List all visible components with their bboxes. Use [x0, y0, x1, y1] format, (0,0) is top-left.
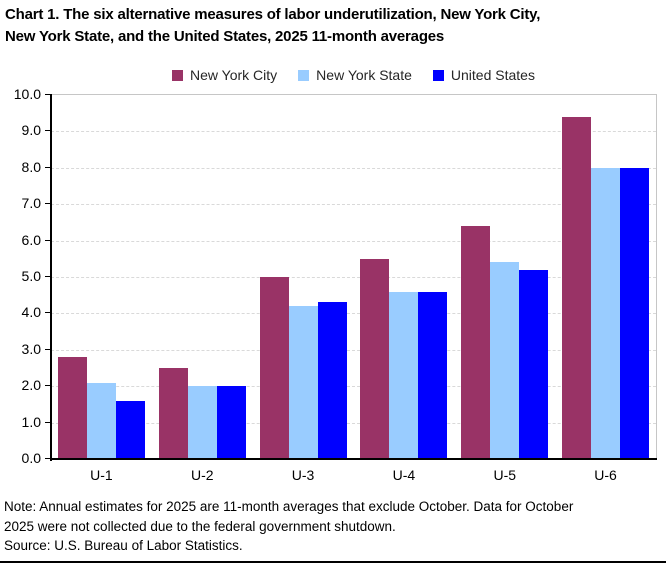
gridline-5	[51, 277, 656, 278]
bar-new-york-city-u-1	[57, 357, 87, 459]
x-label-u-6: U-6	[594, 467, 617, 483]
gridline-3	[51, 349, 656, 351]
legend-item-new-york-state: New York State	[298, 67, 412, 83]
bar-united-states-u-4	[418, 291, 448, 459]
gridline-1	[51, 422, 656, 424]
legend-label-new-york-state: New York State	[316, 67, 412, 83]
gridline-2	[51, 386, 656, 388]
bar-united-states-u-5	[519, 269, 549, 459]
plot-area	[51, 94, 657, 459]
y-tick-9	[45, 130, 50, 132]
y-tick-1	[45, 421, 50, 423]
y-tick-7	[45, 203, 50, 205]
x-label-u-4: U-4	[392, 467, 416, 483]
bar-new-york-state-u-1	[86, 382, 116, 459]
legend-label-new-york-city: New York City	[190, 67, 278, 83]
y-tick-4	[45, 312, 50, 314]
y-tick-2	[45, 385, 50, 387]
x-label-u-1: U-1	[90, 467, 113, 483]
y-tick-10	[45, 94, 50, 95]
legend-swatch-united-states	[432, 69, 444, 81]
bar-new-york-state-u-4	[389, 291, 419, 459]
bottom-divider	[0, 561, 666, 563]
bar-united-states-u-6	[620, 167, 650, 459]
gridline-9	[51, 131, 656, 133]
y-tick-label-2: 2.0	[21, 377, 41, 394]
gridline-6	[51, 240, 656, 242]
y-tick-6	[45, 239, 50, 241]
y-tick-label-7: 7.0	[21, 195, 41, 212]
y-tick-label-8: 8.0	[21, 158, 41, 175]
y-tick-label-10: 10.0	[13, 86, 41, 102]
gridline-8	[51, 167, 656, 169]
bar-new-york-city-u-5	[461, 226, 491, 459]
x-label-u-3: U-3	[291, 467, 315, 483]
x-label-u-2: U-2	[190, 467, 214, 483]
gridline-7	[51, 204, 656, 206]
y-tick-label-0: 0.0	[21, 450, 41, 466]
y-tick-0	[45, 458, 50, 459]
chart-note: Note: Annual estimates for 2025 are 11-m…	[4, 499, 574, 534]
bar-united-states-u-3	[317, 302, 347, 459]
bar-new-york-city-u-4	[360, 258, 390, 459]
gridline-4	[51, 313, 656, 315]
y-tick-5	[45, 276, 50, 277]
chart-legend: New York City New York State United States	[51, 67, 656, 83]
bar-new-york-state-u-3	[288, 306, 318, 459]
x-axis-line	[50, 458, 657, 460]
y-tick-label-3: 3.0	[21, 340, 41, 357]
legend-item-new-york-city: New York City	[172, 67, 277, 83]
bar-united-states-u-2	[216, 386, 246, 459]
y-tick-label-6: 6.0	[21, 231, 41, 248]
legend-label-united-states: United States	[450, 67, 535, 83]
bar-united-states-u-1	[115, 400, 145, 459]
legend-swatch-new-york-city	[172, 69, 184, 81]
y-tick-label-4: 4.0	[21, 304, 41, 321]
bar-new-york-state-u-6	[591, 167, 621, 459]
legend-swatch-new-york-state	[298, 69, 310, 81]
legend-item-united-states: United States	[432, 67, 535, 83]
bar-new-york-city-u-2	[158, 368, 188, 459]
y-tick-label-1: 1.0	[21, 413, 41, 430]
bar-new-york-state-u-5	[490, 262, 520, 459]
y-tick-8	[45, 166, 50, 168]
bar-new-york-city-u-3	[259, 277, 289, 459]
bar-new-york-state-u-2	[187, 386, 217, 459]
y-tick-3	[45, 348, 50, 350]
y-axis-line	[50, 94, 52, 461]
y-tick-label-9: 9.0	[21, 122, 41, 139]
x-label-u-5: U-5	[493, 467, 517, 483]
chart-title: Chart 1. The six alternative measures of…	[5, 6, 541, 45]
bar-new-york-city-u-6	[562, 116, 592, 459]
y-tick-label-5: 5.0	[21, 268, 41, 284]
chart-source: Source: U.S. Bureau of Labor Statistics.	[4, 538, 243, 553]
